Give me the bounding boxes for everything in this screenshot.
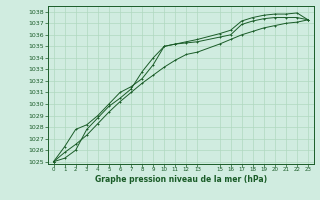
X-axis label: Graphe pression niveau de la mer (hPa): Graphe pression niveau de la mer (hPa) (95, 175, 267, 184)
